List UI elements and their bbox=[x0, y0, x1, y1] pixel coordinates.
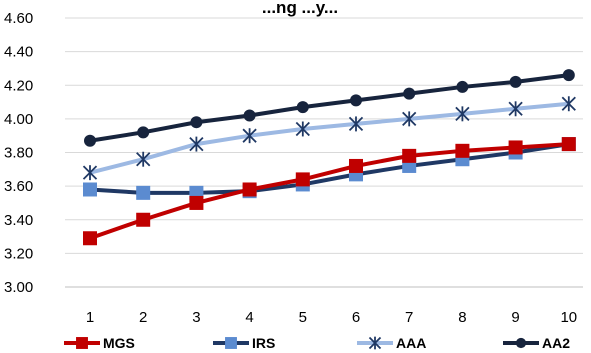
data-point-marker bbox=[455, 106, 470, 122]
axes: 3.00 3.20 3.40 3.60 3.80 4.00 4.20 4.40 4.60 1 2 3 4… bbox=[4, 10, 583, 326]
data-point-marker bbox=[456, 80, 469, 93]
series-line bbox=[89, 101, 569, 175]
x-tick-label: 1 bbox=[86, 309, 94, 326]
x-tick-label: 2 bbox=[139, 309, 147, 326]
y-tick-label: 3.40 bbox=[4, 212, 33, 229]
data-point-marker bbox=[136, 212, 151, 227]
data-point-marker bbox=[295, 121, 310, 137]
chart-title: ...ng ...y... bbox=[262, 0, 338, 17]
y-tick-label: 4.40 bbox=[4, 44, 33, 61]
series-aa2 bbox=[84, 69, 575, 147]
data-point-marker bbox=[402, 111, 417, 127]
x-tick-label: 6 bbox=[352, 309, 360, 326]
x-tick-label: 10 bbox=[560, 309, 577, 326]
data-point-marker bbox=[349, 158, 363, 173]
legend-label: AA2 bbox=[542, 335, 570, 351]
data-point-marker bbox=[84, 134, 96, 147]
data-point-marker bbox=[82, 165, 98, 181]
data-point-marker bbox=[242, 128, 257, 144]
series-line bbox=[89, 73, 570, 143]
data-point-marker bbox=[189, 136, 204, 152]
legend-label: IRS bbox=[252, 335, 275, 351]
data-point-marker bbox=[403, 87, 416, 100]
data-point-marker bbox=[562, 69, 575, 82]
data-point-marker bbox=[225, 337, 237, 349]
x-tick-label: 3 bbox=[192, 309, 200, 326]
gridlines bbox=[65, 17, 583, 288]
data-point-marker bbox=[190, 116, 203, 129]
series-line bbox=[89, 142, 570, 195]
data-point-marker bbox=[243, 109, 256, 122]
data-point-marker bbox=[508, 101, 523, 117]
series-aaa bbox=[82, 96, 576, 181]
x-tick-label: 7 bbox=[405, 309, 413, 326]
legend-item-irs: IRS bbox=[213, 335, 275, 351]
y-tick-label: 3.80 bbox=[4, 145, 33, 162]
legend-item-aaa: AAA bbox=[357, 335, 426, 351]
data-point-marker bbox=[348, 116, 364, 132]
data-point-marker bbox=[136, 185, 151, 200]
data-point-marker bbox=[137, 126, 150, 139]
data-point-marker bbox=[76, 337, 88, 349]
data-point-marker bbox=[83, 182, 97, 197]
x-tick-label: 8 bbox=[458, 309, 466, 326]
y-tick-label: 4.60 bbox=[4, 10, 33, 27]
data-point-marker bbox=[296, 101, 309, 114]
y-tick-label: 3.60 bbox=[4, 178, 33, 195]
series-line bbox=[89, 142, 569, 241]
data-point-marker bbox=[350, 94, 362, 107]
data-point-marker bbox=[242, 182, 257, 197]
data-point-marker bbox=[189, 195, 204, 210]
legend: MGS IRS AAA AA2 bbox=[64, 335, 570, 351]
data-point-marker bbox=[455, 143, 470, 158]
data-point-marker bbox=[561, 137, 576, 152]
legend-label: MGS bbox=[103, 335, 135, 351]
y-tick-label: 3.20 bbox=[4, 245, 33, 262]
data-point-marker bbox=[508, 140, 523, 155]
x-tick-label: 5 bbox=[299, 309, 307, 326]
data-point-marker bbox=[295, 172, 310, 187]
data-point-marker bbox=[509, 75, 522, 88]
x-tick-label: 9 bbox=[511, 309, 519, 326]
series-mgs bbox=[83, 137, 576, 246]
x-tick-label: 4 bbox=[245, 309, 253, 326]
data-point-marker bbox=[515, 337, 527, 349]
y-tick-label: 3.00 bbox=[4, 279, 33, 296]
legend-item-mgs: MGS bbox=[64, 335, 135, 351]
y-tick-label: 4.20 bbox=[4, 77, 33, 94]
data-point-marker bbox=[83, 231, 97, 246]
data-point-marker bbox=[136, 151, 151, 167]
legend-item-aa2: AA2 bbox=[503, 335, 570, 351]
legend-label: AAA bbox=[396, 335, 426, 351]
data-point-marker bbox=[402, 148, 417, 163]
y-tick-label: 4.00 bbox=[4, 111, 33, 128]
data-point-marker bbox=[368, 336, 382, 350]
series-lines bbox=[82, 69, 576, 246]
data-point-marker bbox=[561, 96, 576, 112]
